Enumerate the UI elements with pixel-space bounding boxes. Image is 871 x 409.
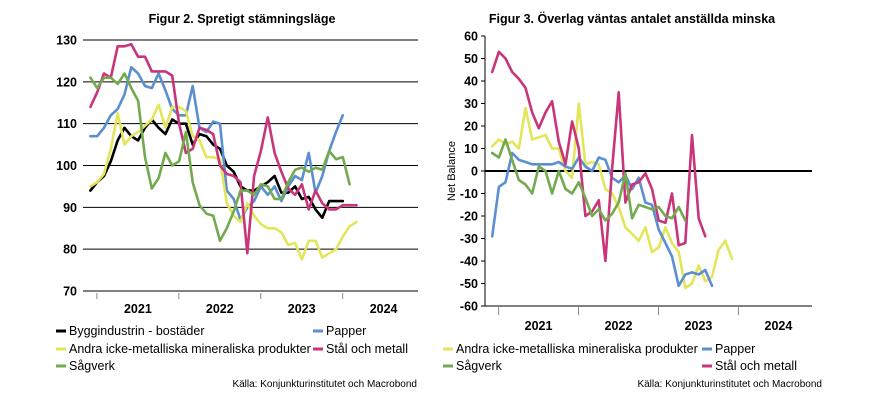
legend-item-andra: Andra icke-metalliska mineraliska produk… <box>56 342 311 356</box>
y-tick-label: 70 <box>63 285 77 299</box>
y-axis-tick-labels: 70 80 90 100 110 120 130 <box>56 34 77 299</box>
x-axis-year-labels: 2021 2022 2023 2024 <box>124 302 398 316</box>
y-tick-label: 130 <box>56 34 77 48</box>
y-tick-label: 30 <box>464 97 478 111</box>
legend-label: Andra icke-metalliska mineraliska produk… <box>456 342 698 356</box>
x-year-label: 2022 <box>206 302 234 316</box>
y-tick-label: 0 <box>471 165 478 179</box>
series-lines <box>89 42 358 261</box>
y-tick-label: 40 <box>464 75 478 89</box>
x-axis-year-labels: 2021 2022 2023 2024 <box>525 319 793 333</box>
x-year-label: 2023 <box>288 302 316 316</box>
x-year-label: 2023 <box>685 319 713 333</box>
y-tick-label: 110 <box>57 117 77 131</box>
x-year-label: 2021 <box>124 302 152 316</box>
legend-label: Papper <box>715 342 755 356</box>
legend-label: Sågverk <box>69 359 116 373</box>
y-tick-label: 50 <box>464 52 478 66</box>
y-tick-label: -40 <box>460 255 478 269</box>
source-note: Källa: Konjunkturinstitutet och Macrobon… <box>232 379 417 390</box>
legend-item-byggindustrin: Byggindustrin - bostäder <box>56 324 205 338</box>
legend-label: Byggindustrin - bostäder <box>69 324 205 338</box>
chart-figur-2: Figur 2. Spretigt stämningsläge 70 80 90 10… <box>56 12 418 316</box>
y-tick-label: -10 <box>460 187 478 201</box>
y-axis-label: Net Balance <box>446 141 458 201</box>
y-tick-label: 90 <box>63 201 77 215</box>
y-tick-label: -20 <box>460 210 478 224</box>
legend-item-sagverk: Sågverk <box>56 359 116 373</box>
y-tick-label: 10 <box>464 142 478 156</box>
series-line-papper <box>89 65 345 222</box>
x-year-label: 2024 <box>765 319 793 333</box>
series-lines <box>490 50 734 290</box>
axes <box>481 35 812 315</box>
legend-item-sagverk: Sågverk <box>443 359 503 373</box>
y-tick-label: -60 <box>460 300 478 314</box>
legend-left: Byggindustrin - bostäder Papper Andra ic… <box>56 324 417 390</box>
legend-item-andra: Andra icke-metalliska mineraliska produk… <box>443 342 698 356</box>
series-line-sagverk <box>89 72 351 243</box>
chart-figur-3: Figur 3. Överlag väntas antalet anställd… <box>446 11 812 333</box>
legend-item-stal: Stål och metall <box>702 359 797 373</box>
chart-title: Figur 2. Spretigt stämningsläge <box>149 12 336 26</box>
legend-label: Papper <box>326 324 366 338</box>
legend-right: Andra icke-metalliska mineraliska produk… <box>443 342 822 390</box>
series-line-papper <box>490 151 714 288</box>
legend-label: Stål och metall <box>326 342 408 356</box>
legend-item-papper: Papper <box>313 324 366 338</box>
series-line-stal-och-metall <box>89 42 358 255</box>
legend-item-papper: Papper <box>702 342 755 356</box>
y-axis-tick-labels: -60 -50 -40 -30 -20 -10 0 10 20 30 40 50 60 <box>460 30 478 314</box>
series-line-stal-och-metall <box>490 50 707 263</box>
y-tick-label: 60 <box>464 30 478 44</box>
y-tick-label: -30 <box>460 232 478 246</box>
legend-label: Stål och metall <box>715 359 797 373</box>
legend-label: Sågverk <box>456 359 503 373</box>
series-line-sagverk <box>490 138 687 222</box>
x-year-label: 2021 <box>525 319 553 333</box>
x-year-label: 2022 <box>605 319 633 333</box>
series-line-andra-icke-metalliska-mineraliska-produkter <box>490 102 734 290</box>
y-tick-label: 20 <box>464 120 478 134</box>
y-tick-label: 100 <box>56 159 77 173</box>
x-year-label: 2024 <box>370 302 398 316</box>
legend-item-stal: Stål och metall <box>313 342 408 356</box>
y-tick-label: 80 <box>63 243 77 257</box>
y-tick-label: 120 <box>56 75 77 89</box>
y-tick-label: -50 <box>460 277 478 291</box>
series-line-andra-icke-metalliska-mineraliska-produkter <box>89 103 358 261</box>
chart-title: Figur 3. Överlag väntas antalet anställd… <box>489 11 776 26</box>
source-note: Källa: Konjunkturinstitutet och Macrobon… <box>637 379 822 390</box>
legend-label: Andra icke-metalliska mineraliska produk… <box>69 342 311 356</box>
grid-lines <box>83 39 418 250</box>
x-axis <box>83 290 418 299</box>
